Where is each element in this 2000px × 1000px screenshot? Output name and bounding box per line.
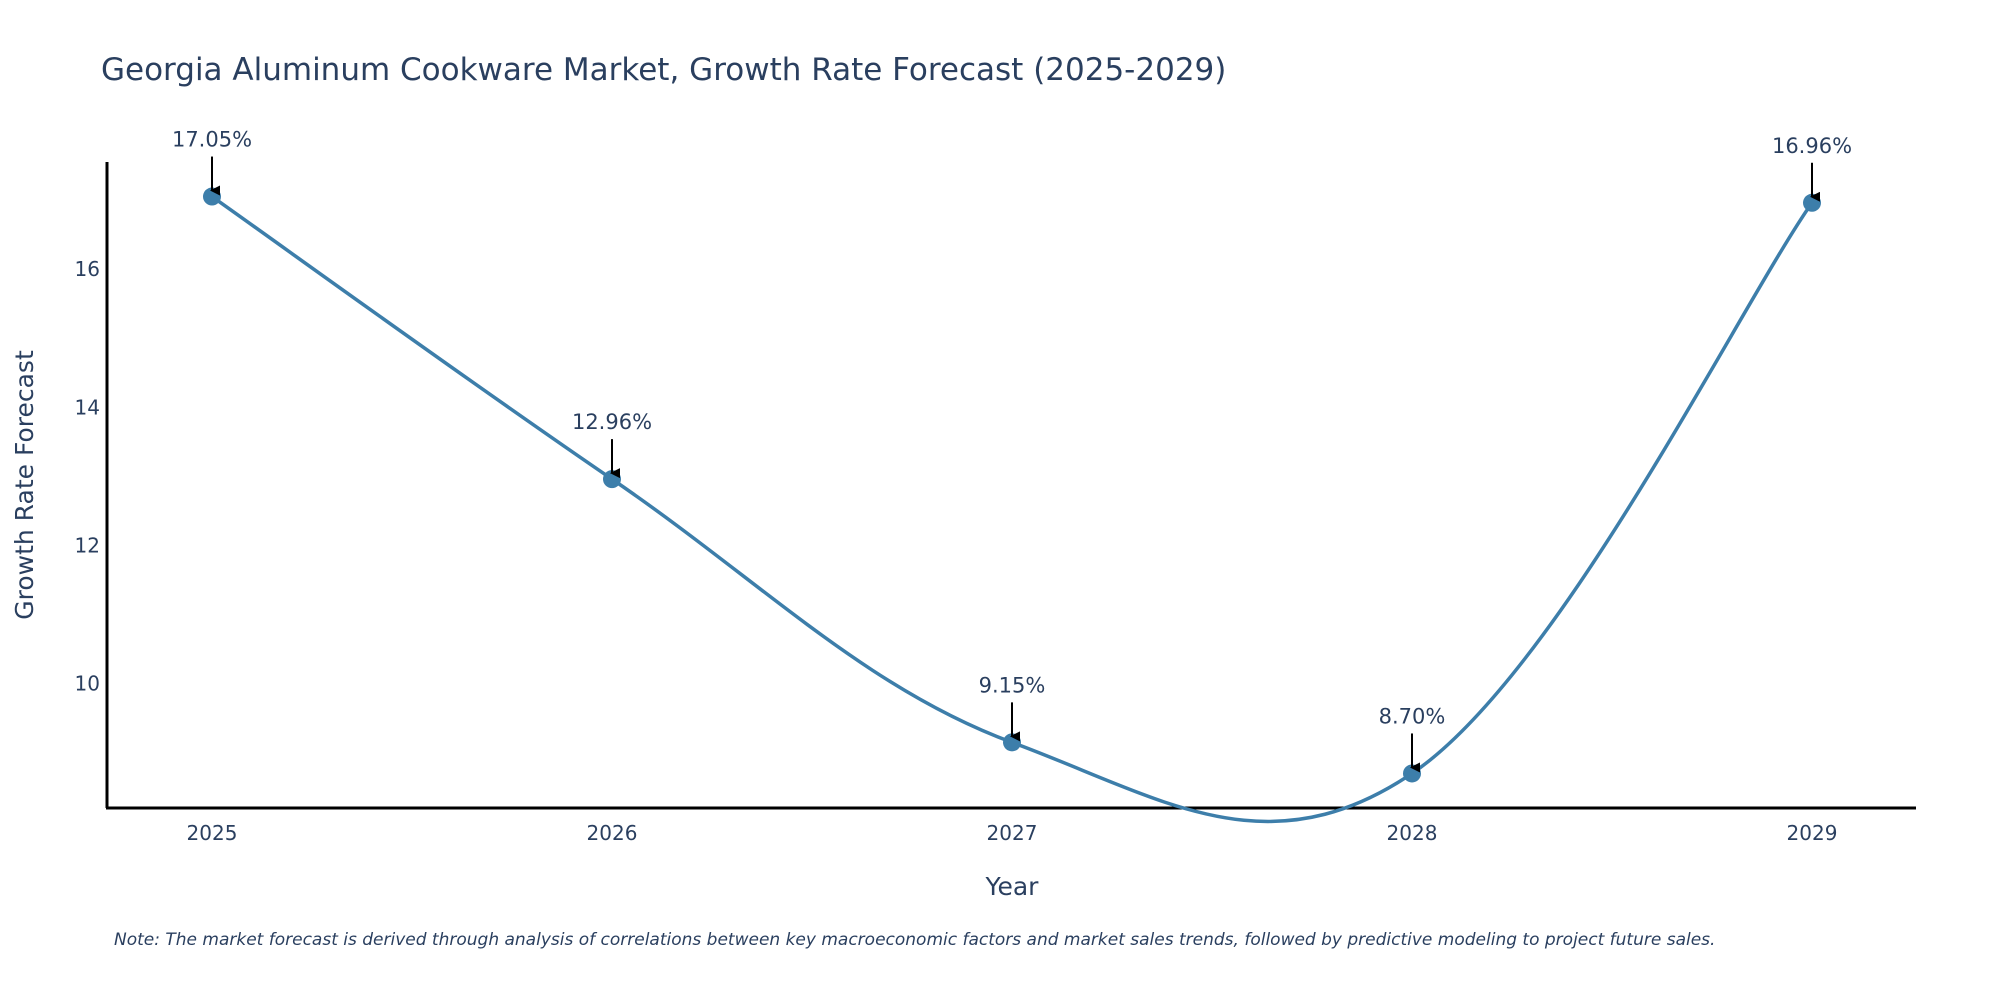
y-tick-label: 14 bbox=[75, 395, 100, 419]
y-tick-label: 12 bbox=[75, 533, 100, 557]
y-tick-label: 16 bbox=[75, 257, 100, 281]
data-label-annotation: 17.05% bbox=[172, 128, 252, 196]
data-label-annotation: 9.15% bbox=[979, 673, 1046, 742]
data-label-annotations: 17.05% 12.96% 9.15% 8.70% 16.96% bbox=[172, 128, 1852, 773]
data-label-annotation: 12.96% bbox=[572, 410, 652, 479]
x-tick-label: 2029 bbox=[1787, 821, 1838, 845]
x-tick-label: 2028 bbox=[1387, 821, 1438, 845]
series-line bbox=[210, 195, 1814, 824]
plot-area: 10 12 14 16 2025 2026 2027 2028 2029 17.05% 12.9… bbox=[75, 128, 1916, 845]
data-label: 12.96% bbox=[572, 410, 652, 434]
x-tick-label: 2027 bbox=[987, 821, 1038, 845]
data-label: 9.15% bbox=[979, 673, 1046, 697]
y-axis-title: Growth Rate Forecast bbox=[10, 350, 39, 620]
x-axis-title: Year bbox=[985, 872, 1040, 901]
data-label: 16.96% bbox=[1772, 134, 1852, 158]
data-label: 8.70% bbox=[1379, 704, 1446, 728]
y-tick-labels: 10 12 14 16 bbox=[75, 257, 100, 696]
data-label-annotation: 16.96% bbox=[1772, 134, 1852, 202]
chart-title: Georgia Aluminum Cookware Market, Growth… bbox=[101, 52, 1226, 88]
x-tick-label: 2025 bbox=[187, 821, 238, 845]
y-tick-label: 10 bbox=[75, 672, 100, 696]
x-tick-label: 2026 bbox=[587, 821, 638, 845]
data-label-annotation: 8.70% bbox=[1379, 704, 1446, 773]
footnote: Note: The market forecast is derived thr… bbox=[114, 930, 1715, 950]
x-tick-labels: 2025 2026 2027 2028 2029 bbox=[187, 821, 1838, 845]
data-label: 17.05% bbox=[172, 128, 252, 152]
